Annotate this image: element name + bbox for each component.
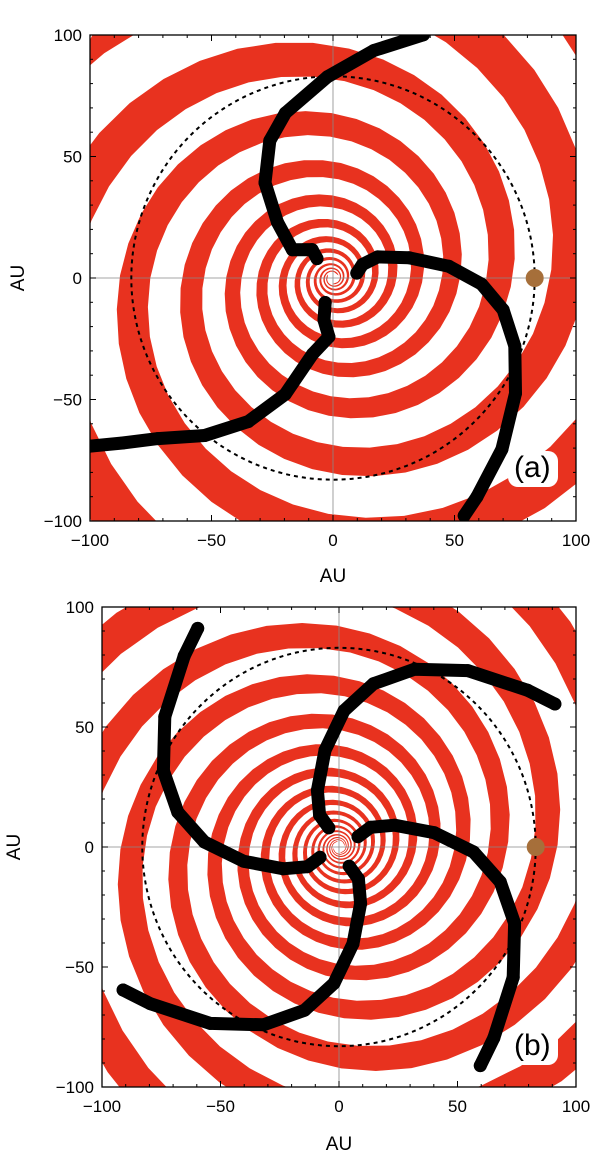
panel-label-b: (b) — [514, 1029, 551, 1062]
planet-marker — [525, 269, 544, 287]
x-tick-label: 0 — [334, 1097, 343, 1116]
spiral-band-4 — [102, 607, 561, 1020]
y-tick-label: −100 — [56, 1078, 94, 1097]
spiral-band-2 — [116, 35, 576, 521]
tick-labels-a: −100 −50 0 50 100 −100 −50 0 50 100 — [44, 26, 590, 550]
spiral-series-1 — [350, 250, 522, 521]
spiral-series-2 — [310, 662, 562, 835]
spiral-band-1 — [102, 623, 510, 1087]
x-tick-label: −50 — [197, 531, 226, 550]
ticks-a — [89, 34, 577, 522]
spiral-band-1 — [90, 42, 515, 521]
x-tick-label: 100 — [562, 531, 590, 550]
x-tick-label: −100 — [71, 531, 109, 550]
panel-label-a: (a) — [514, 451, 551, 484]
y-axis-label-a: AU — [8, 265, 29, 291]
y-tick-label: −100 — [44, 512, 82, 531]
y-axis-label-b: AU — [4, 834, 25, 860]
spiral-ribbon — [116, 859, 368, 1032]
x-tick-label: 100 — [562, 1097, 590, 1116]
y-tick-label: 100 — [66, 598, 94, 617]
x-tick-label: 50 — [448, 1097, 467, 1116]
x-axis-label-b: AU — [326, 1134, 352, 1155]
panel-a: −100 −50 0 50 100 −100 −50 0 50 100 AU AU (a) — [8, 26, 590, 587]
plot-content-b — [102, 607, 576, 1087]
y-tick-label: 50 — [63, 148, 82, 167]
ticks-b — [101, 606, 577, 1088]
spiral-series-2 — [258, 35, 430, 266]
panel-label-backdrop — [508, 1029, 558, 1065]
spiral-series-1 — [351, 818, 522, 1073]
spiral-band-3 — [90, 35, 576, 477]
y-tick-label: 100 — [54, 26, 82, 45]
tick-labels-b: −100 −50 0 50 100 −100 −50 0 50 100 — [56, 598, 590, 1116]
planet-marker — [526, 838, 545, 856]
y-tick-label: −50 — [53, 391, 82, 410]
x-tick-label: −50 — [206, 1097, 235, 1116]
spiral-ribbon — [156, 621, 327, 876]
spiral-series-3 — [90, 296, 336, 453]
x-tick-label: −100 — [83, 1097, 121, 1116]
spiral-ribbon — [310, 662, 562, 835]
plot-content-a — [90, 35, 576, 521]
x-tick-label: 0 — [328, 531, 337, 550]
spiral-ribbon — [351, 818, 522, 1073]
spiral-series-3 — [156, 621, 327, 876]
y-tick-label: −50 — [65, 958, 94, 977]
spiral-ribbon — [90, 296, 336, 453]
y-tick-label: 0 — [73, 269, 82, 288]
spiral-band-2 — [117, 674, 576, 1087]
panel-b: −100 −50 0 50 100 −100 −50 0 50 100 AU AU (b) — [4, 598, 590, 1155]
spiral-ribbon — [350, 250, 522, 521]
y-tick-label: 50 — [75, 718, 94, 737]
spiral-series-4 — [116, 859, 368, 1032]
spiral-ribbon — [258, 35, 430, 266]
spiral-band-3 — [168, 607, 576, 1071]
y-tick-label: 0 — [85, 838, 94, 857]
x-axis-label-a: AU — [320, 566, 346, 587]
x-tick-label: 50 — [445, 531, 464, 550]
panel-label-backdrop — [508, 451, 558, 487]
